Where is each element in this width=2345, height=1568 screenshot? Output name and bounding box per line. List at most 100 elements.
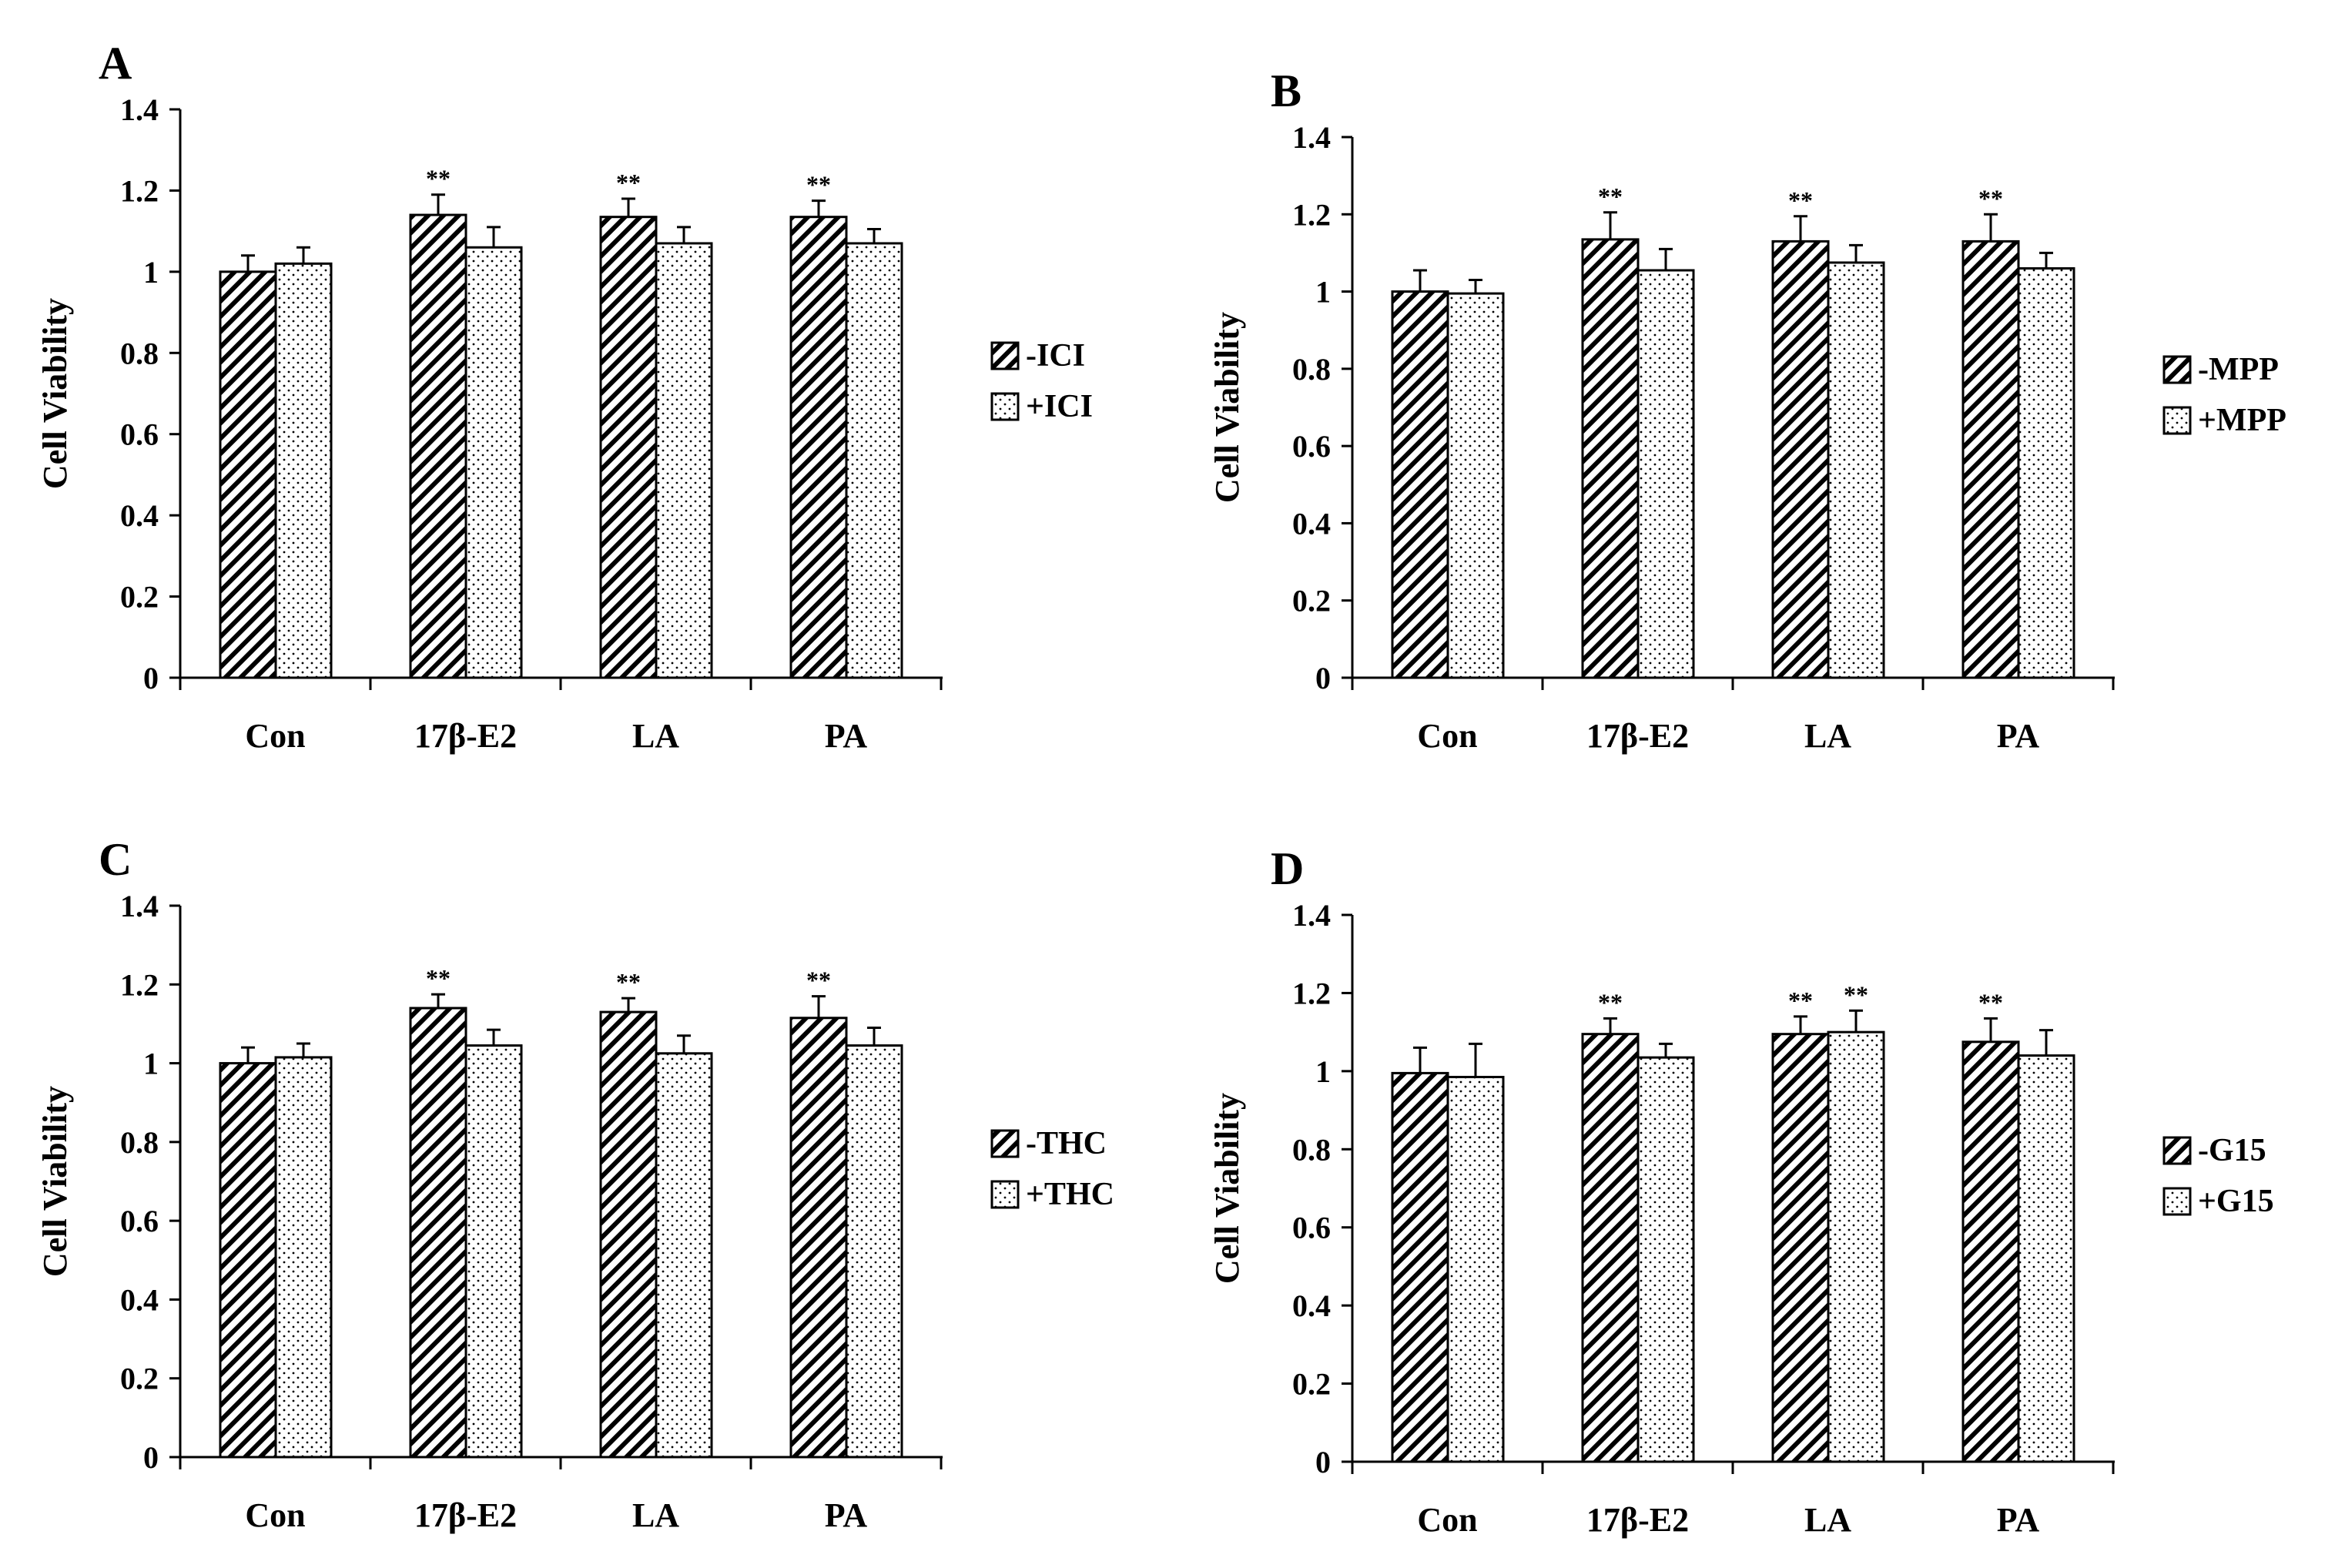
panel-label: C [99,834,132,885]
x-tick-label: PA [1997,1501,2040,1539]
y-tick-label: 0.2 [1292,1367,1331,1402]
bar [464,246,523,679]
bar [1581,238,1640,679]
x-tick-label: 17β-E2 [414,717,517,755]
y-axis-label: Cell Viability [36,298,74,489]
y-tick-label: 0.8 [1292,1132,1331,1167]
x-tick-label: PA [825,1496,868,1534]
bar [789,1017,848,1459]
bar [219,1062,277,1459]
chart-panel-c: C 0 0.2 0.4 0.6 0.8 1 1.2 1.4 Cell Viability Con 17… [0,784,1172,1568]
bar [409,1007,467,1459]
bar [1636,269,1695,679]
y-tick-label: 1 [1315,1054,1331,1089]
x-tick-label: Con [245,1496,305,1534]
x-tick-label: LA [632,1496,679,1534]
significance-label: ** [616,968,641,996]
significance-label: ** [1978,988,2003,1016]
y-tick-label: 0.6 [120,417,159,452]
y-tick-label: 1 [143,255,159,290]
legend-swatch [990,341,1020,370]
y-tick-label: 1.2 [120,967,159,1002]
significance-label: ** [806,171,831,199]
x-tick-label: 17β-E2 [414,1496,517,1534]
bar [845,1044,903,1459]
y-tick-label: 0.6 [120,1204,159,1238]
y-tick-label: 1.2 [1292,976,1331,1010]
bar [274,1056,333,1459]
significance-label: ** [426,165,451,193]
legend-label: -THC [1026,1126,1107,1161]
y-tick-label: 1.4 [120,889,159,923]
x-tick-label: PA [825,717,868,755]
bar [1446,292,1505,679]
legend-swatch [990,1180,1020,1209]
bar [1827,1030,1885,1463]
legend-label: +THC [1026,1177,1114,1212]
significance-label: ** [426,964,451,992]
y-tick-label: 1.4 [1292,120,1331,155]
x-tick-label: Con [1417,1501,1477,1539]
y-tick-label: 0 [1315,1445,1331,1479]
bar [464,1044,523,1459]
bar [1391,1071,1449,1463]
significance-label: ** [1844,980,1868,1008]
bar [1827,261,1885,679]
x-tick-label: LA [1804,717,1851,755]
y-tick-label: 1.2 [1292,197,1331,232]
bar [655,1052,713,1459]
x-tick-label: LA [1804,1501,1851,1539]
bar [655,242,713,679]
bar [1771,240,1830,679]
legend-label: +G15 [2198,1184,2274,1219]
legend-label: -G15 [2198,1133,2266,1168]
bar [274,262,333,679]
x-tick-label: PA [1997,717,2040,755]
bar [1446,1075,1505,1463]
bar [845,242,903,679]
significance-label: ** [806,967,831,994]
y-tick-label: 0.2 [120,1362,159,1396]
bar [2017,1054,2075,1463]
legend-swatch [2162,406,2192,435]
panel-label: A [99,38,132,89]
y-tick-label: 1 [1315,275,1331,310]
x-tick-label: 17β-E2 [1586,1501,1689,1539]
y-tick-label: 0.8 [1292,352,1331,387]
y-tick-label: 0.2 [120,580,159,615]
significance-label: ** [1598,988,1623,1016]
significance-label: ** [1788,186,1813,214]
chart-panel-d: D 0 0.2 0.4 0.6 0.8 1 1.2 1.4 Cell Viability Con 17… [1172,784,2344,1568]
bar [409,213,467,679]
significance-label: ** [1788,987,1813,1014]
legend-swatch [990,1129,1020,1158]
y-tick-label: 0.4 [120,498,159,533]
legend-label: +ICI [1026,389,1093,424]
x-tick-label: 17β-E2 [1586,717,1689,755]
y-tick-label: 0 [143,1440,159,1475]
legend-label: -ICI [1026,338,1085,374]
significance-label: ** [1978,184,2003,212]
y-tick-label: 0.2 [1292,584,1331,618]
significance-label: ** [616,169,641,196]
bar [1391,290,1449,679]
panel-label: B [1271,65,1301,116]
y-tick-label: 1.2 [120,173,159,208]
y-axis-label: Cell Viability [1208,312,1246,503]
y-tick-label: 1.4 [1292,898,1331,933]
y-tick-label: 0.4 [120,1282,159,1317]
chart-svg: D 0 0.2 0.4 0.6 0.8 1 1.2 1.4 Cell Viability Con 17… [1208,843,2274,1539]
y-tick-label: 0.8 [120,336,159,370]
bar [1771,1033,1830,1463]
chart-svg: A 0 0.2 0.4 0.6 0.8 1 1.2 1.4 Cell Viability Con 17… [36,38,1093,755]
panel-label: D [1271,843,1304,894]
y-tick-label: 0 [1315,661,1331,695]
x-tick-label: Con [245,717,305,755]
bar [1961,240,2020,679]
x-tick-label: Con [1417,717,1477,755]
y-tick-label: 1.4 [120,92,159,127]
y-tick-label: 0.8 [120,1125,159,1160]
y-tick-label: 0.4 [1292,506,1331,541]
significance-label: ** [1598,183,1623,210]
